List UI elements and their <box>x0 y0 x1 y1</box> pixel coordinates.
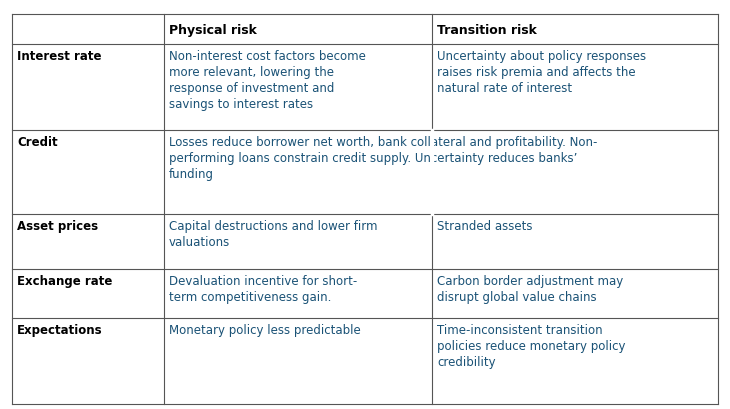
Text: Devaluation incentive for short-
term competitiveness gain.: Devaluation incentive for short- term co… <box>169 274 357 303</box>
Text: Credit: Credit <box>17 136 58 149</box>
Text: Expectations: Expectations <box>17 324 103 337</box>
Text: Losses reduce borrower net worth, bank collateral and profitability. Non-
perfor: Losses reduce borrower net worth, bank c… <box>169 136 597 181</box>
Text: Carbon border adjustment may
disrupt global value chains: Carbon border adjustment may disrupt glo… <box>437 274 623 303</box>
Text: Non-interest cost factors become
more relevant, lowering the
response of investm: Non-interest cost factors become more re… <box>169 50 366 111</box>
Text: Time-inconsistent transition
policies reduce monetary policy
credibility: Time-inconsistent transition policies re… <box>437 324 626 369</box>
Text: Capital destructions and lower firm
valuations: Capital destructions and lower firm valu… <box>169 219 377 248</box>
Text: Exchange rate: Exchange rate <box>17 274 112 287</box>
Text: Physical risk: Physical risk <box>169 24 257 37</box>
Text: Transition risk: Transition risk <box>437 24 537 37</box>
Text: Asset prices: Asset prices <box>17 219 98 232</box>
Text: Interest rate: Interest rate <box>17 50 101 63</box>
Text: Uncertainty about policy responses
raises risk premia and affects the
natural ra: Uncertainty about policy responses raise… <box>437 50 646 95</box>
Text: Stranded assets: Stranded assets <box>437 219 533 232</box>
Text: Monetary policy less predictable: Monetary policy less predictable <box>169 324 361 337</box>
